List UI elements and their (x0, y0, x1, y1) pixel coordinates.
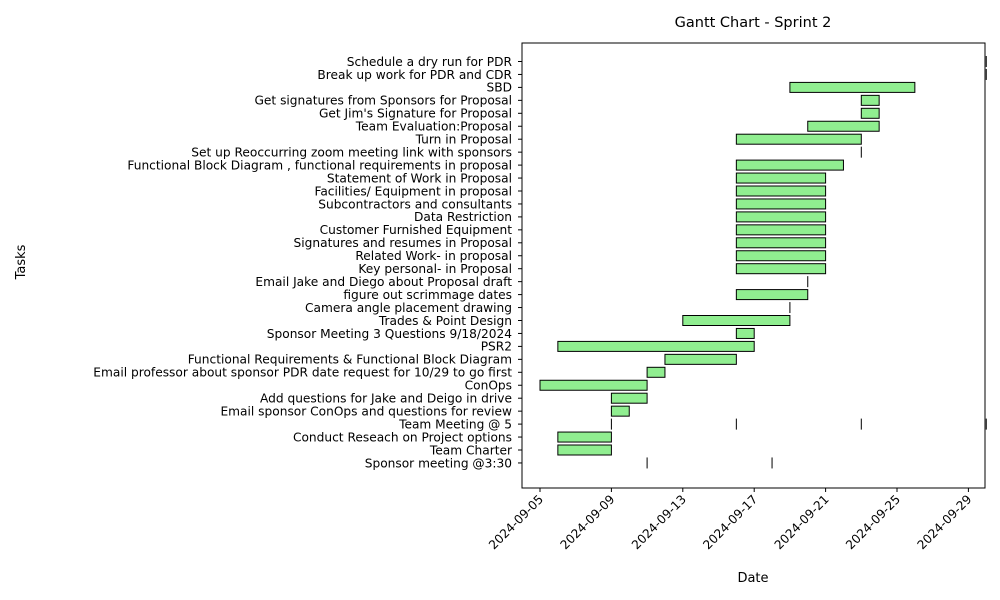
y-tick-label: PSR2 (481, 340, 512, 354)
task-bar (557, 431, 612, 443)
y-tick-label: Camera angle placement drawing (305, 301, 512, 315)
task-bar (557, 340, 755, 352)
chart-title: Gantt Chart - Sprint 2 (675, 15, 832, 31)
task-bar (735, 159, 844, 171)
task-bar (735, 327, 755, 339)
y-tick-label: Team Meeting @ 5 (398, 417, 512, 431)
y-tick-label: Statement of Work in Proposal (327, 171, 512, 185)
y-tick-label: Customer Furnished Equipment (320, 223, 513, 237)
task-bars (539, 56, 987, 469)
task-bar (860, 94, 880, 106)
y-tick-label: Subcontractors and consultants (318, 197, 512, 211)
y-tick-label: Team Evaluation:Proposal (355, 120, 512, 134)
task-bar (610, 392, 648, 404)
y-tick-label: Sponsor meeting @3:30 (365, 456, 512, 470)
task-bar (735, 133, 862, 145)
y-tick-label: Signatures and resumes in Proposal (294, 236, 512, 250)
y-tick-label: Functional Requirements & Functional Blo… (188, 353, 512, 367)
task-bar (664, 353, 737, 365)
y-tick-label: Get Jim's Signature for Proposal (319, 107, 512, 121)
x-tick-label: 2024-09-13 (629, 492, 689, 552)
task-bar (646, 366, 666, 378)
x-axis-title: Date (737, 571, 768, 586)
y-tick-label: Data Restriction (414, 210, 512, 224)
y-tick-label: Conduct Reseach on Project options (293, 430, 512, 444)
task-bar (735, 263, 827, 275)
y-tick-label: Facilities/ Equipment in proposal (314, 184, 512, 198)
task-bar (807, 120, 880, 132)
y-tick-label: Schedule a dry run for PDR (347, 55, 513, 69)
y-tick-label: Trades & Point Design (378, 314, 512, 328)
y-tick-label: Sponsor Meeting 3 Questions 9/18/2024 (267, 327, 512, 341)
task-bar (557, 444, 612, 456)
task-bar (735, 250, 827, 262)
x-tick-label: 2024-09-21 (772, 492, 832, 552)
y-tick-label: Team Charter (429, 443, 513, 457)
x-tick-label: 2024-09-09 (558, 492, 618, 552)
x-tick-label: 2024-09-05 (486, 492, 546, 552)
x-tick-label: 2024-09-17 (700, 492, 760, 552)
task-bar (789, 81, 916, 93)
y-tick-label: Get signatures from Sponsors for Proposa… (254, 94, 512, 108)
y-tick-label: Email Jake and Diego about Proposal draf… (255, 275, 512, 289)
y-tick-label: Email sponsor ConOps and questions for r… (220, 404, 512, 418)
task-bar (735, 172, 827, 184)
x-tick-label: 2024-09-29 (915, 492, 975, 552)
task-bar (735, 198, 827, 210)
y-tick-label: Functional Block Diagram , functional re… (127, 158, 512, 172)
task-bar (610, 405, 630, 417)
task-bar (735, 185, 827, 197)
y-tick-label: ConOps (465, 379, 512, 393)
y-tick-label: Break up work for PDR and CDR (317, 68, 512, 82)
task-bar (682, 315, 791, 326)
y-tick-label: Add questions for Jake and Deigo in driv… (260, 392, 512, 406)
task-bar (735, 237, 827, 249)
y-tick-label: Key personal- in Proposal (358, 262, 512, 276)
task-bar (735, 289, 809, 301)
y-tick-label: Email professor about sponsor PDR date r… (93, 366, 512, 380)
y-tick-label: figure out scrimmage dates (343, 288, 512, 302)
y-axis-title: Tasks (14, 244, 29, 280)
y-tick-label: SBD (487, 81, 512, 95)
y-tick-label: Turn in Proposal (415, 133, 512, 147)
task-bar (735, 211, 827, 223)
task-bar (735, 224, 827, 236)
y-tick-label: Related Work- in proposal (355, 249, 512, 263)
x-tick-label: 2024-09-25 (843, 492, 903, 552)
y-tick-label: Set up Reoccurring zoom meeting link wit… (191, 145, 512, 159)
task-bar (860, 107, 880, 119)
task-bar (539, 379, 648, 391)
x-axis-ticks: 2024-09-05 2024-09-09 2024-09-13 2024-09-17… (486, 488, 975, 552)
